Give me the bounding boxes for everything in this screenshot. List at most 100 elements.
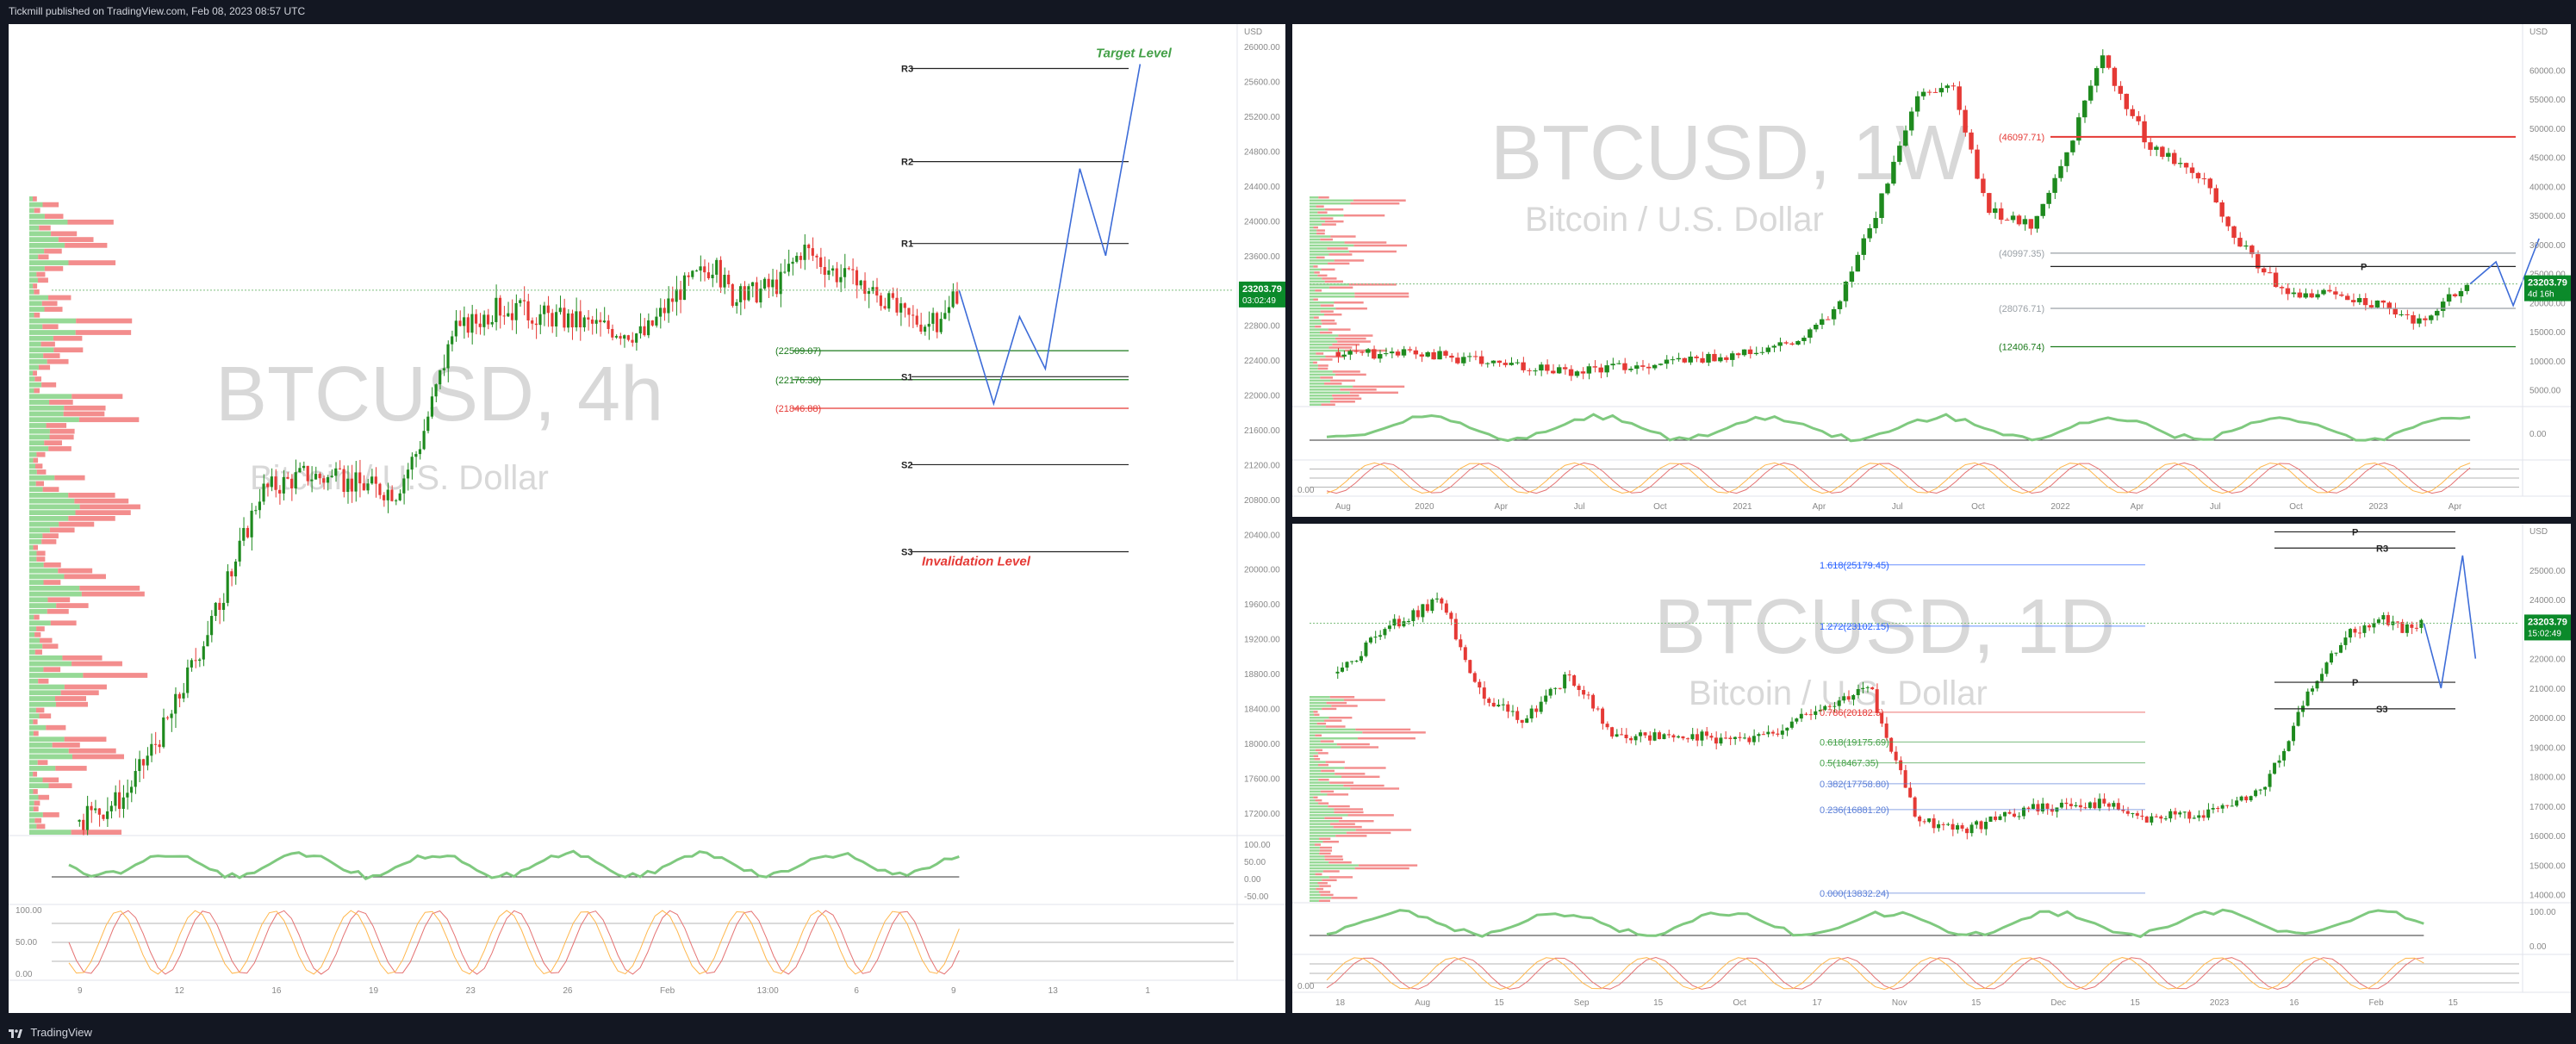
candle-body — [1827, 705, 1832, 707]
description-watermark: Bitcoin / U.S. Dollar — [1689, 674, 1988, 712]
time-tick-label: 16 — [271, 986, 282, 996]
candle-body — [743, 286, 746, 301]
candle-body — [635, 333, 638, 343]
candle-body — [1941, 823, 1945, 825]
candle-body — [1759, 351, 1765, 353]
volume-profile-bar-buy — [1310, 253, 1329, 256]
candle-body — [783, 271, 787, 273]
time-tick-label: 12 — [175, 986, 185, 996]
candle-body — [658, 308, 663, 317]
candle-body — [1411, 610, 1416, 622]
candle-body — [638, 326, 642, 334]
candle-body — [1472, 356, 1478, 357]
volume-profile-bar-sell — [1318, 899, 1330, 902]
candle-body — [398, 493, 401, 500]
candle-body — [1709, 736, 1714, 738]
candle-body — [803, 245, 806, 260]
volume-profile-bar-sell — [40, 341, 55, 347]
price-tick-label: 50000.00 — [2529, 125, 2566, 134]
candle-body — [1723, 737, 1727, 739]
candle-body — [370, 476, 374, 484]
volume-profile-bar-sell — [1327, 247, 1348, 250]
candle-body — [1891, 161, 1896, 184]
volume-profile-bar-sell — [1316, 229, 1325, 232]
time-tick-label: Apr — [2448, 502, 2462, 512]
candle-body — [1960, 825, 1964, 829]
volume-profile-bar-sell — [48, 295, 72, 301]
volume-profile-bar-buy — [1310, 737, 1358, 740]
chart-panel-1d[interactable]: BTCUSD, 1D Bitcoin / U.S. Dollar R3 P P S3 1.6… — [1292, 524, 2571, 1013]
volume-profile-bar-buy — [1310, 214, 1344, 217]
time-tick-label: Oct — [1971, 502, 1985, 512]
candle-body — [1640, 365, 1646, 367]
candle-body — [706, 272, 710, 279]
stoch-tick-label: 100.00 — [16, 906, 42, 916]
volume-profile-bar-buy — [1310, 259, 1335, 262]
candle-body — [2239, 796, 2243, 801]
time-tick-label: Feb — [660, 986, 675, 996]
volume-profile-bar-sell — [1324, 855, 1343, 858]
volume-profile-bar-sell — [1320, 238, 1333, 241]
volume-profile-bar-buy — [1310, 280, 1325, 283]
price-tick-label: 55000.00 — [2529, 96, 2566, 105]
price-tick-label: 18400.00 — [1244, 705, 1280, 714]
candle-body — [650, 320, 654, 326]
volume-profile-bar-sell — [1341, 746, 1379, 749]
candle-body — [2410, 624, 2414, 628]
invalidation-level-annotation: Invalidation Level — [922, 555, 1031, 569]
volume-profile-bar-sell — [1328, 346, 1353, 349]
price-tick-label: 25600.00 — [1244, 78, 1280, 88]
osc-tick-label: -50.00 — [1244, 892, 1269, 902]
volume-profile-bar-sell — [1322, 707, 1337, 711]
volume-profile-bar-buy — [29, 388, 34, 394]
candle-body — [2334, 652, 2338, 654]
volume-profile-bar-buy — [1310, 370, 1333, 373]
volume-profile-bar-sell — [1318, 891, 1331, 893]
candle-body — [1795, 340, 1801, 345]
candle-body — [1682, 357, 1688, 363]
candle-body — [2082, 100, 2088, 118]
candle-body — [258, 501, 261, 511]
candle-body — [951, 291, 955, 308]
candle-body — [1988, 816, 1993, 823]
price-tick-label: 18000.00 — [1244, 740, 1280, 749]
candle-body — [2320, 674, 2324, 681]
price-tick-label: 24000.00 — [1244, 217, 1280, 227]
volume-profile-bar-sell — [59, 521, 95, 527]
volume-profile-bar-sell — [1328, 717, 1353, 719]
candle-body — [1975, 821, 1979, 825]
volume-profile-bar-sell — [1349, 391, 1398, 395]
volume-profile-bar-sell — [1321, 319, 1335, 322]
candle-body — [2309, 293, 2314, 298]
price-tick-label: 21600.00 — [1244, 426, 1280, 436]
candle-body — [1568, 369, 1574, 376]
candle-body — [2258, 789, 2262, 791]
chart-panel-4h[interactable]: BTCUSD, 4h Bitcoin / U.S. Dollar R3 R2 R1 (22… — [9, 24, 1285, 1013]
candle-body — [2367, 625, 2371, 628]
candle-body — [2464, 284, 2470, 291]
candle-body — [1520, 719, 1524, 724]
price-tick-label: 18800.00 — [1244, 670, 1280, 680]
candle-body — [502, 315, 506, 317]
stoch-tick-label: 0.00 — [1297, 982, 1315, 991]
candle-body — [2386, 302, 2392, 309]
candle-body — [1562, 367, 1568, 370]
candle-body — [1354, 661, 1359, 662]
volume-profile-bar-buy — [29, 568, 59, 574]
candle-body — [1586, 366, 1592, 374]
candle-body — [1402, 621, 1406, 627]
stochastic-line — [1326, 462, 2471, 494]
chart-1w[interactable]: BTCUSD, 1W Bitcoin / U.S. Dollar (46097.71… — [1292, 24, 2571, 517]
chart-panel-1w[interactable]: BTCUSD, 1W Bitcoin / U.S. Dollar (46097.71… — [1292, 24, 2571, 517]
candle-body — [218, 602, 221, 610]
candle-body — [827, 270, 831, 275]
chart-1d[interactable]: BTCUSD, 1D Bitcoin / U.S. Dollar R3 P P S3 1.6… — [1292, 524, 2571, 1013]
volume-profile-bar-sell — [1343, 214, 1385, 217]
volume-profile-bar-buy — [1310, 799, 1316, 802]
candle-body — [1785, 727, 1789, 731]
time-tick-label: 13:00 — [757, 986, 779, 996]
volume-profile-bar-sell — [1357, 737, 1416, 740]
candle-body — [759, 289, 762, 303]
candle-body — [2279, 287, 2285, 289]
